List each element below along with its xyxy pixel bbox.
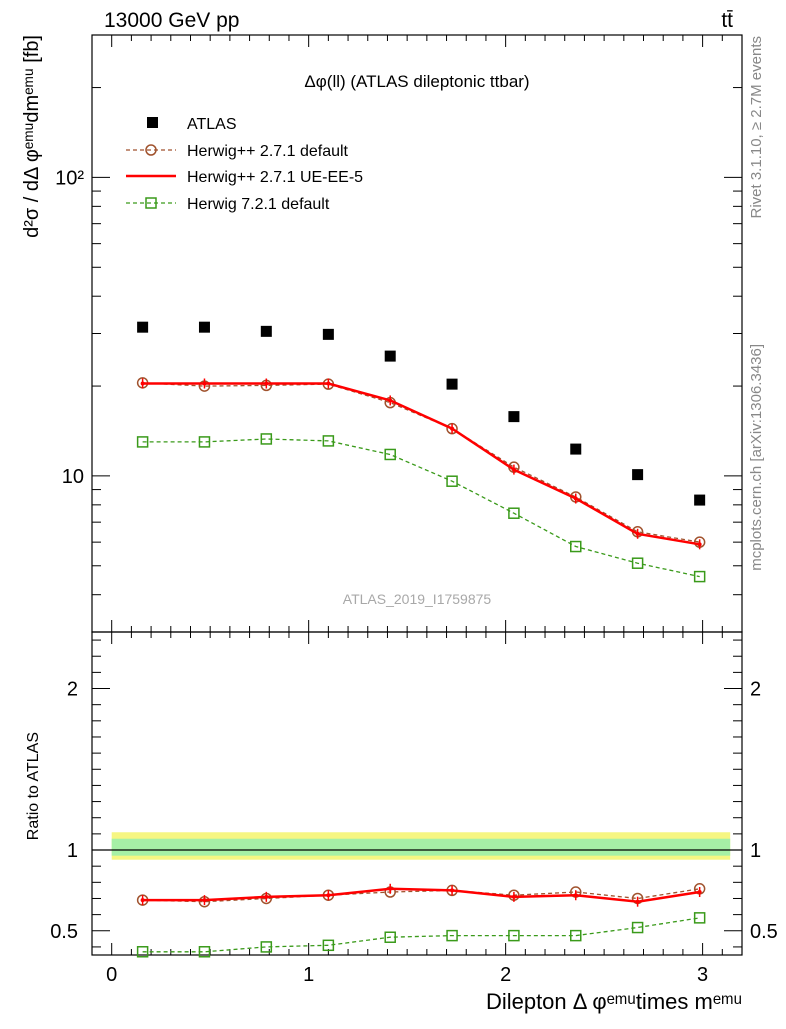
marker-herwig7-default — [570, 929, 582, 942]
ratio-y-tick-label: 1 — [750, 840, 761, 862]
marker-herwig7-default — [446, 475, 458, 487]
data-point-atlas — [694, 494, 706, 506]
legend-marker-atlas — [147, 117, 158, 128]
source-label: mcplots.cern.ch [arXiv:1306.3436] — [748, 344, 765, 571]
rivet-label: Rivet 3.1.10, ≥ 2.7M events — [748, 36, 765, 219]
series-line-herwigpp-default — [142, 888, 700, 903]
energy-label: 13000 GeV pp — [104, 9, 239, 32]
marker-herwig7-default — [384, 448, 396, 461]
marker-herwig7-default — [198, 946, 211, 958]
data-point-atlas — [322, 328, 334, 340]
marker-herwig7-default — [631, 921, 644, 934]
marker-herwig7-default — [508, 929, 520, 942]
legend: ATLAS Herwig++ 2.7.1 default Herwig++ 2.… — [126, 116, 363, 213]
x-tick-label: 2 — [500, 964, 511, 986]
series-line-herwig7-default — [142, 917, 700, 953]
main-panel: 10 10² — [55, 34, 743, 633]
legend-label-herwig7-default: Herwig 7.2.1 default — [187, 196, 330, 213]
plot-title: Δφ(ll) (ATLAS dileptonic ttbar) — [304, 72, 529, 91]
data-point-atlas — [632, 469, 644, 481]
marker-herwig7-default — [508, 507, 520, 519]
legend-label-herwigpp-ueee5: Herwig++ 2.7.1 UE-EE-5 — [187, 169, 363, 186]
y-tick-label: 10 — [62, 466, 84, 488]
ratio-y-tick-label: 0.5 — [50, 921, 78, 943]
legend-label-atlas: ATLAS — [187, 116, 237, 133]
x-tick-label: 1 — [303, 964, 314, 986]
ratio-panel: 0 1 2 3 0.5 0.5 1 1 2 2 — [50, 631, 778, 986]
marker-herwig7-default — [260, 433, 273, 445]
y-axis-label-main: d²σ / dΔ φᵉᵐᵘdmᵉᵐᵘ [fb] — [21, 35, 43, 238]
marker-herwig7-default — [693, 570, 706, 583]
x-tick-label: 3 — [697, 964, 708, 986]
series-line-herwigpp-default — [142, 382, 700, 543]
series-line-herwigpp-ueee5 — [142, 887, 700, 903]
series-line-herwigpp-ueee5 — [142, 382, 700, 546]
data-point-atlas — [384, 350, 396, 362]
marker-herwig7-default — [693, 912, 706, 924]
data-point-atlas — [260, 325, 272, 337]
marker-herwig7-default — [631, 557, 644, 569]
legend-marker-herwigpp-default — [145, 144, 157, 156]
data-point-atlas — [198, 321, 210, 333]
marker-herwig7-default — [570, 540, 582, 553]
legend-marker-herwig7-default — [145, 197, 157, 209]
marker-herwig7-default — [136, 946, 149, 958]
ratio-y-tick-label: 2 — [750, 679, 761, 701]
ratio-y-tick-label: 0.5 — [750, 921, 778, 943]
ratio-y-tick-label: 2 — [67, 679, 78, 701]
ratio-band-inner — [111, 838, 731, 856]
marker-herwig7-default — [322, 939, 335, 952]
marker-herwig7-default — [136, 436, 149, 448]
x-tick-label: 0 — [106, 964, 117, 986]
marker-herwig7-default — [260, 941, 273, 953]
ratio-frame — [91, 631, 743, 956]
x-axis-label: Dilepton Δ φᵉᵐᵘtimes mᵉᵐᵘ — [486, 989, 742, 1014]
marker-herwig7-default — [322, 435, 335, 447]
marker-herwig7-default — [198, 436, 211, 448]
marker-herwig7-default — [446, 929, 458, 942]
y-axis-label-ratio: Ratio to ATLAS — [25, 732, 42, 840]
data-point-atlas — [570, 443, 582, 455]
series-line-herwig7-default — [142, 438, 700, 578]
data-point-atlas — [137, 321, 149, 333]
watermark: ATLAS_2019_I1759875 — [343, 591, 492, 607]
marker-herwig7-default — [384, 931, 396, 943]
data-point-atlas — [446, 378, 458, 390]
ratio-y-tick-label: 1 — [67, 840, 78, 862]
data-point-atlas — [508, 411, 520, 423]
legend-label-herwigpp-default: Herwig++ 2.7.1 default — [187, 143, 349, 160]
y-tick-label: 10² — [55, 167, 84, 189]
process-label: tt̄ — [721, 9, 733, 32]
